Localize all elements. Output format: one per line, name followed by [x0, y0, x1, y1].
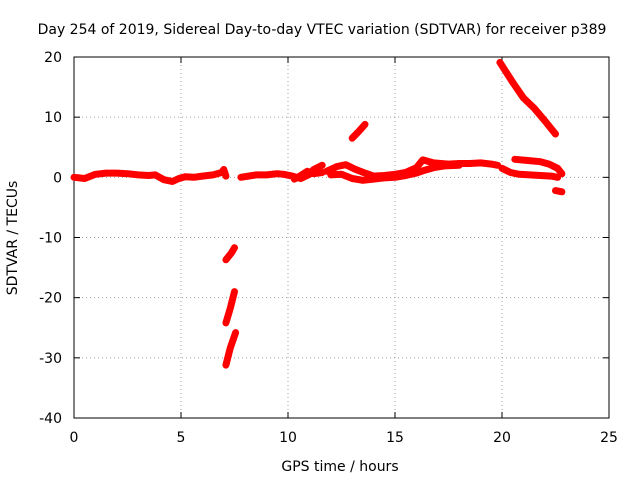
x-tick-label: 15: [386, 430, 404, 446]
x-tick-label: 20: [493, 430, 511, 446]
data-segment-9: [552, 187, 566, 196]
data-segment-6: [496, 58, 559, 138]
x-tick-label: 25: [600, 430, 618, 446]
x-tick-label: 5: [177, 430, 186, 446]
y-axis-label: SDTVAR / TECUs: [5, 181, 21, 296]
data-segment-8: [511, 155, 566, 178]
y-tick-label: -30: [39, 351, 62, 367]
x-axis-label: GPS time / hours: [281, 459, 398, 475]
chart-title: Day 254 of 2019, Sidereal Day-to-day VTE…: [38, 22, 607, 38]
data-segment-12: [222, 329, 240, 369]
y-tick-label: 10: [44, 110, 62, 126]
y-axis-ticks: -40 -30 -20 -10 0 10 20: [39, 50, 609, 427]
y-tick-label: 20: [44, 50, 62, 66]
data-segment-2: [290, 167, 326, 183]
data-segment-11: [222, 288, 238, 327]
y-tick-label: -40: [39, 411, 62, 427]
x-axis-ticks: 0 5 10 15 20 25: [70, 57, 618, 446]
data-segment-3: [323, 156, 502, 180]
y-tick-label: -10: [39, 231, 62, 247]
y-tick-label: 0: [53, 170, 62, 186]
y-tick-label: -20: [39, 291, 62, 307]
data-segment-10: [222, 244, 238, 264]
data-segment-0: [70, 166, 230, 185]
data-segment-7: [498, 164, 562, 181]
x-tick-label: 10: [279, 430, 297, 446]
data-series: [70, 58, 566, 369]
x-tick-label: 0: [70, 430, 79, 446]
data-segment-4: [327, 161, 463, 184]
data-segment-5: [348, 120, 369, 142]
grid: [74, 57, 609, 418]
